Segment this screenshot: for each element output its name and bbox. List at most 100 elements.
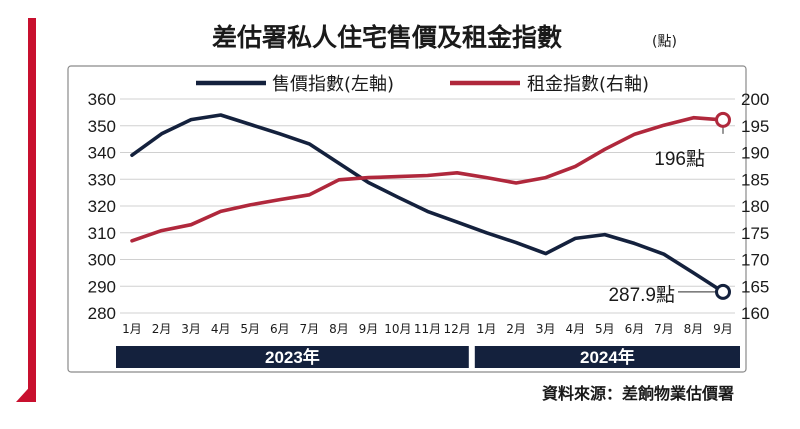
legend-label-price: 售價指數(左軸)	[272, 74, 394, 95]
right-axis-ticks: 200 195 190 185 180 175 170 165 160	[741, 90, 769, 323]
series-lines	[130, 113, 725, 294]
right-tick-label: 175	[741, 224, 769, 243]
left-tick-label: 280	[88, 304, 116, 323]
left-tick-label: 320	[88, 197, 116, 216]
rent-index-point	[663, 124, 665, 126]
rent-index-point	[190, 223, 192, 226]
x-tick-label: 4月	[211, 322, 231, 336]
x-axis-ticks: 1月 2月 3月 4月 5月 6月 7月 8月 9月 10月 11月 12月 1月 2月 3月 4月 5月 6月 7…	[122, 322, 733, 336]
rent-index-point	[308, 194, 311, 196]
annotations: 196點 287.9點	[608, 111, 731, 306]
price-latest-label: 287.9點	[608, 284, 675, 306]
price-index-line	[130, 113, 725, 294]
price-index-point	[308, 143, 311, 145]
x-tick-label: 9月	[359, 322, 379, 336]
left-tick-label: 340	[88, 144, 116, 163]
legend: 售價指數(左軸) 租金指數(右軸)	[196, 74, 649, 95]
price-index-point	[515, 241, 517, 244]
right-tick-label: 165	[741, 277, 769, 296]
x-tick-label: 6月	[270, 322, 290, 336]
price-index-point	[160, 133, 163, 135]
year-band-label: 2023年	[265, 347, 320, 367]
right-tick-label: 170	[741, 251, 769, 270]
rent-index-point	[397, 175, 399, 178]
price-index-point	[426, 210, 429, 213]
price-index-point	[131, 154, 133, 156]
x-tick-label: 5月	[240, 322, 260, 336]
legend-label-rent: 租金指數(右軸)	[527, 74, 649, 95]
x-tick-label: 12月	[443, 322, 470, 336]
price-index-point	[249, 123, 251, 126]
rent-index-point	[544, 176, 547, 179]
rent-index-point	[160, 229, 163, 232]
x-tick-label: 7月	[654, 322, 674, 336]
price-index-point	[633, 242, 636, 245]
price-index-point	[397, 196, 399, 198]
x-tick-label: 7月	[299, 322, 319, 336]
grid	[120, 98, 735, 314]
price-index-point	[338, 162, 340, 164]
rent-latest-marker	[715, 111, 731, 128]
left-tick-label: 360	[88, 90, 116, 109]
left-tick-label: 300	[88, 251, 116, 270]
right-tick-label: 195	[741, 117, 769, 136]
x-tick-label: 1月	[122, 322, 142, 336]
year-band	[116, 346, 469, 368]
rent-index-point	[633, 133, 636, 136]
price-index-point	[279, 133, 281, 135]
chart-unit: (點)	[652, 34, 677, 50]
x-tick-label: 9月	[713, 322, 733, 336]
left-tick-label: 290	[88, 277, 116, 296]
plot-frame	[67, 65, 747, 373]
price-index-point	[574, 237, 577, 240]
right-tick-label: 180	[741, 197, 769, 216]
rent-index-point	[367, 176, 370, 179]
left-tick-label: 330	[88, 170, 116, 189]
x-tick-label: 8月	[684, 322, 704, 336]
price-index-point	[692, 272, 695, 274]
left-tick-label: 350	[88, 117, 116, 136]
rent-index-point	[131, 240, 133, 242]
year-band-label: 2024年	[580, 347, 635, 367]
accent-bar	[28, 18, 36, 398]
x-tick-label: 5月	[595, 322, 615, 336]
rent-index-point	[426, 174, 429, 177]
year-bands: 2023年 2024年	[116, 346, 740, 368]
left-axis-ticks: 360 350 340 330 320 310 300 290 280	[88, 90, 116, 323]
x-tick-label: 2月	[152, 322, 172, 336]
rent-latest-label: 196點	[654, 148, 705, 170]
year-band	[474, 346, 740, 368]
price-index-point	[219, 114, 222, 116]
rent-index-point	[485, 176, 488, 179]
price-latest-marker	[715, 283, 731, 300]
price-index-point	[544, 252, 547, 255]
price-index-point	[604, 233, 606, 236]
rent-index-point	[692, 116, 695, 119]
x-tick-label: 2月	[506, 322, 526, 336]
x-tick-label: 1月	[477, 322, 497, 336]
x-tick-label: 6月	[625, 322, 645, 336]
price-index-point	[190, 118, 192, 121]
rent-index-point	[456, 172, 458, 174]
rent-index-point	[574, 165, 577, 168]
rent-index-point	[219, 210, 222, 213]
price-index-point	[663, 253, 665, 255]
price-index-point	[485, 232, 488, 234]
chart-title: 差估署私人住宅售價及租金指數	[212, 23, 562, 52]
right-tick-label: 185	[741, 170, 769, 189]
x-tick-label: 10月	[384, 322, 411, 336]
price-index-point	[367, 181, 370, 184]
rent-index-point	[338, 179, 340, 181]
x-tick-label: 3月	[181, 322, 201, 336]
accent-bar-foot	[16, 380, 36, 402]
price-index-point	[456, 221, 458, 223]
right-tick-label: 160	[741, 304, 769, 323]
x-tick-label: 8月	[329, 322, 349, 336]
left-tick-label: 310	[88, 224, 116, 243]
right-tick-label: 190	[741, 144, 769, 163]
x-tick-label: 11月	[414, 322, 441, 336]
right-tick-label: 200	[741, 90, 769, 109]
x-tick-label: 4月	[565, 322, 585, 336]
rent-index-point	[515, 182, 517, 184]
